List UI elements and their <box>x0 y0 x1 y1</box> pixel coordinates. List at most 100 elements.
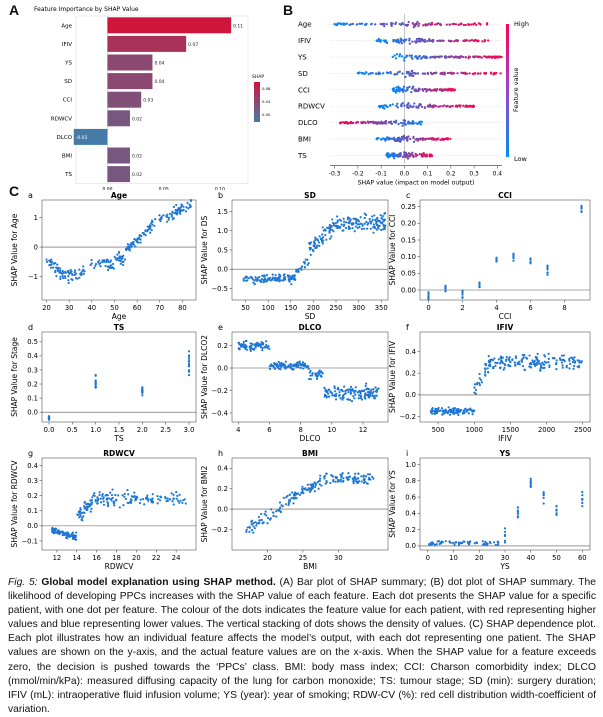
dot-ts <box>386 152 389 155</box>
dot-cci <box>417 88 421 91</box>
data-point <box>292 502 295 505</box>
data-point <box>115 499 118 502</box>
data-point <box>266 517 270 520</box>
bar-sd <box>107 73 153 90</box>
data-point <box>512 253 515 257</box>
data-point <box>297 365 300 369</box>
dot-ts <box>420 153 423 156</box>
y-tick: 0.20 <box>401 220 416 228</box>
data-point <box>355 221 358 225</box>
dot-age <box>373 23 377 26</box>
data-point <box>112 501 115 504</box>
data-point <box>383 225 386 229</box>
data-point <box>314 482 318 485</box>
data-point <box>164 497 167 500</box>
data-point <box>146 494 149 497</box>
dot-age <box>339 22 343 25</box>
data-point <box>469 408 473 412</box>
data-point <box>336 219 339 222</box>
y-tick: 0.4 <box>405 348 416 356</box>
data-point <box>187 365 191 368</box>
data-point <box>278 510 282 513</box>
data-point <box>81 519 84 522</box>
data-point <box>445 409 448 412</box>
data-point <box>245 530 248 533</box>
data-point <box>497 358 500 361</box>
x-tick: 14 <box>72 554 81 562</box>
dot-ifiv <box>450 40 453 43</box>
data-point <box>347 472 350 475</box>
data-point <box>254 521 257 524</box>
figure-label: Fig. 5: <box>8 577 38 588</box>
y-tick: 0.5 <box>27 338 38 346</box>
data-point <box>457 413 460 417</box>
dot-sd <box>409 72 413 75</box>
dot-sd <box>405 70 409 74</box>
data-point <box>75 531 78 534</box>
data-point <box>250 520 253 523</box>
dot-dlco <box>384 119 388 123</box>
data-point <box>258 279 261 282</box>
data-point <box>437 406 440 410</box>
data-point <box>380 228 383 232</box>
data-point <box>372 223 375 226</box>
data-point <box>342 479 345 482</box>
shap-dot-summary-plot: Age IFIV YS SD CCI RDWCV DLCO BMI TS -0.3 -0.2 -0.1… <box>297 14 529 187</box>
data-point <box>90 507 93 510</box>
dot-rdwcv <box>417 104 421 107</box>
dot-ys <box>410 54 413 57</box>
data-point <box>293 492 296 496</box>
dot-age <box>424 23 428 26</box>
data-point <box>99 497 102 500</box>
data-point <box>94 262 98 266</box>
dot-age <box>479 23 482 26</box>
data-point <box>338 391 341 394</box>
data-point <box>284 360 288 363</box>
dot-sd <box>499 72 502 75</box>
dot-ifiv <box>395 39 398 42</box>
dot-bmi <box>439 138 442 142</box>
data-point <box>78 276 81 279</box>
dot-dlco <box>383 121 387 125</box>
data-point <box>66 270 69 274</box>
dot-ys <box>492 55 495 59</box>
data-point <box>287 503 290 507</box>
dot-rdwcv <box>445 105 448 108</box>
data-point <box>375 394 378 397</box>
data-point <box>283 276 287 279</box>
data-point <box>310 487 313 490</box>
data-point <box>187 207 190 210</box>
data-point <box>117 494 120 497</box>
data-point <box>427 295 430 298</box>
data-point <box>110 266 113 270</box>
dot-bmi <box>381 137 385 140</box>
dot-ys <box>455 55 458 59</box>
data-point <box>247 277 250 280</box>
dot-ts <box>392 155 395 158</box>
data-point <box>146 230 149 233</box>
data-point <box>561 358 564 361</box>
data-point <box>98 493 101 497</box>
dot-dlco <box>397 122 400 126</box>
data-point <box>270 508 273 511</box>
dot-rdwcv <box>401 101 404 105</box>
x-tick: -0.2 <box>352 171 364 178</box>
data-point <box>565 366 568 369</box>
dot-ifiv <box>453 40 456 43</box>
data-point <box>176 494 179 498</box>
data-point <box>331 394 334 397</box>
y-tick: 1.0 <box>217 227 228 235</box>
dot-dlco <box>369 120 372 124</box>
data-point <box>302 487 305 490</box>
data-point <box>73 271 76 274</box>
data-point <box>577 366 580 369</box>
data-point <box>181 501 184 504</box>
data-point <box>321 242 325 245</box>
data-point <box>464 407 467 410</box>
data-point <box>101 494 104 497</box>
dot-ifiv <box>418 37 421 40</box>
data-point <box>66 531 70 534</box>
dot-age <box>434 23 437 26</box>
data-point <box>261 349 264 352</box>
data-point <box>275 510 278 513</box>
